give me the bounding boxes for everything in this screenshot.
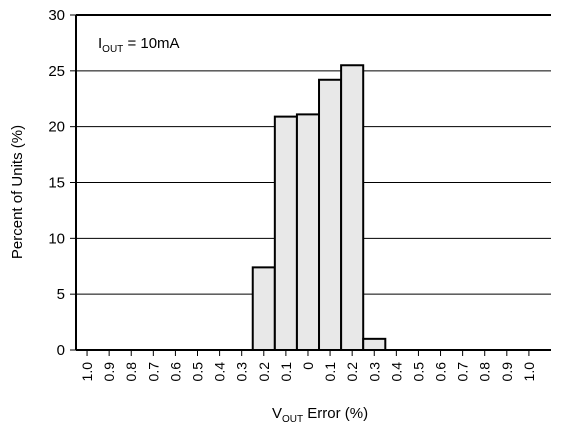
x-tick-label: 0.4: [388, 362, 404, 382]
x-tick-label: 1.0: [79, 362, 95, 382]
x-tick-label: 0.2: [344, 362, 360, 382]
y-tick-label: 25: [48, 63, 65, 80]
bar-9: [273, 115, 298, 351]
y-axis-label: Percent of Units (%): [9, 125, 26, 259]
bar-11: [318, 78, 343, 352]
x-tick-label: 0.1: [322, 362, 338, 382]
bar-8: [251, 266, 276, 351]
y-tick-label: 15: [48, 175, 65, 192]
y-tick-label: 5: [57, 286, 65, 303]
x-axis-label: VOUT Error (%): [272, 405, 368, 425]
x-tick-label: 0.8: [477, 362, 493, 382]
x-tick-label: 0.7: [455, 362, 471, 382]
x-tick-label: 0.3: [366, 362, 382, 382]
x-tick-label: 0.6: [167, 362, 183, 382]
y-tick-label: 10: [48, 230, 65, 247]
x-tick-label: 0.9: [499, 362, 515, 382]
x-tick-label: 0.8: [123, 362, 139, 382]
x-tick-label: 1.0: [521, 362, 537, 382]
bar-13: [362, 337, 387, 352]
bar-10: [295, 113, 321, 351]
x-tick-labels: 1.0 0.9 0.8 0.7 0.6 0.5 0.4 0.3 0.2 0.1 0 0.1 0.2 0.3…: [79, 362, 537, 382]
bar-12: [340, 64, 365, 351]
axes: [70, 14, 551, 356]
x-tick-label: 0: [300, 362, 316, 370]
x-tick-label: 0.3: [234, 362, 250, 382]
x-tick-label: 0.6: [433, 362, 449, 382]
x-tick-label: 0.4: [212, 362, 228, 382]
bars: [251, 64, 387, 352]
annotation-label: IOUT = 10mA: [98, 35, 180, 55]
x-tick-label: 0.7: [145, 362, 161, 382]
x-tick-label: 0.1: [278, 362, 294, 382]
y-tick-labels: 0 5 10 15 20 25 30: [48, 7, 65, 359]
y-tick-label: 0: [57, 342, 65, 359]
y-tick-label: 30: [48, 7, 65, 24]
x-tick-label: 0.9: [101, 362, 117, 382]
x-tick-label: 0.5: [410, 362, 426, 382]
y-tick-label: 20: [48, 119, 65, 136]
x-tick-label: 0.2: [256, 362, 272, 382]
x-tick-label: 0.5: [190, 362, 206, 382]
